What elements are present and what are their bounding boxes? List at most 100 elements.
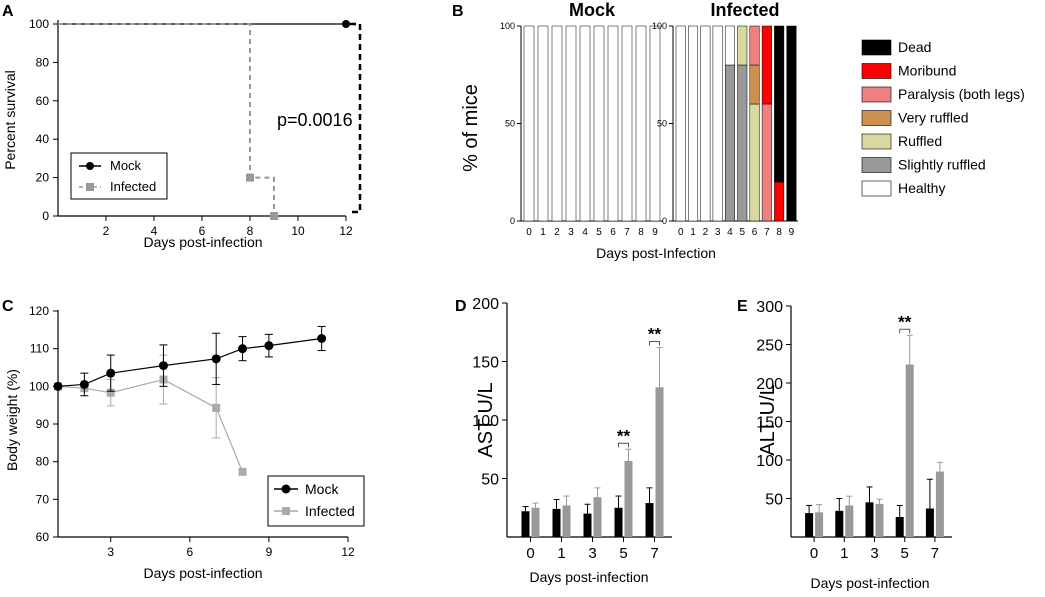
panel-a-xtick-label: 8 — [247, 224, 254, 238]
panel-b-mock-xtick-label: 3 — [568, 227, 574, 238]
panel-d-xtick-label: 1 — [557, 545, 565, 562]
panel-a-series-mock-point — [342, 20, 350, 28]
panel-b-infected-ytick-label: 0 — [662, 216, 667, 226]
panel-a-xtick-label: 2 — [103, 224, 110, 238]
panel-b-infected-xtick-label: 5 — [739, 227, 745, 238]
panel-a-ylabel: Percent survival — [2, 70, 18, 170]
panel-d-ytick-label: 150 — [472, 355, 499, 372]
panel-b-mock-xtick-label: 1 — [540, 227, 546, 238]
panel-a-ytick-label: 20 — [36, 171, 50, 185]
panel-b-infected-bar-segment — [724, 25, 735, 66]
panel-c-series-mock-point — [53, 381, 63, 391]
panel-b-infected-xtick-label: 1 — [690, 227, 696, 238]
panel-a-xtick-label: 10 — [291, 224, 305, 238]
panel-e-significance-bracket — [899, 328, 911, 334]
panel-e-xtick-label: 0 — [810, 545, 818, 562]
panel-b-mock-xtick-label: 6 — [610, 227, 616, 238]
panel-b-infected-bar-segment — [786, 25, 797, 222]
panel-c-xtick-label: 3 — [107, 545, 114, 559]
panel-c-legend-infected-marker — [282, 507, 290, 515]
panel-e-xtick-label: 5 — [901, 545, 909, 562]
panel-d-bar-infected — [593, 497, 602, 537]
panel-b-mock-bar-segment — [565, 25, 577, 222]
panel-c-ytick-label: 110 — [30, 342, 49, 356]
panel-c-legend-mock-label: Mock — [305, 481, 339, 497]
panel-c-series-mock-point — [79, 379, 89, 389]
panel-c-ytick-label: 60 — [36, 530, 50, 544]
panel-b-infected-xtick-label: 6 — [752, 227, 758, 238]
panel-c-series-infected-point — [238, 467, 247, 476]
panel-c-xticks: 3 6 9 12 — [107, 537, 355, 559]
panel-b-legend-label: Slightly ruffled — [898, 157, 986, 173]
panel-a-ytick-label: 80 — [36, 55, 50, 69]
panel-c-series-mock-point — [106, 368, 116, 378]
panel-b-infected-bar-segment — [712, 25, 723, 222]
panel-d-significance-bracket — [618, 442, 629, 448]
panel-c-series — [53, 325, 327, 476]
panel-e-bar-mock — [805, 513, 814, 537]
panel-b-infected-bar-segment — [737, 25, 748, 66]
panel-b-infected-xtick-label: 4 — [727, 227, 733, 238]
panel-e-ylabel: ALT U/L — [757, 384, 779, 456]
panel-a-legend-mock-marker — [86, 162, 94, 170]
panel-a-legend-infected-marker — [86, 183, 94, 191]
panel-c-ytick-label: 90 — [36, 417, 50, 431]
panel-c-xtick-label: 6 — [186, 545, 193, 559]
panel-e-ytick-label: 100 — [756, 453, 783, 470]
panel-a-series-infected-point — [270, 212, 278, 220]
panel-c-xtick-label: 9 — [266, 545, 273, 559]
panel-d-xtick-label: 7 — [650, 545, 658, 562]
panel-b-mock-xtick-label: 8 — [638, 227, 644, 238]
panel-b-label: B — [452, 3, 464, 20]
panel-e-plot: 50 100 150 200 250 300 0 1 3 5 ** 7 — [756, 299, 952, 562]
panel-b-mock-ytick-label: 0 — [510, 216, 515, 226]
panel-c-xtick-label: 12 — [341, 545, 355, 559]
panel-b-mock-xtick-label: 2 — [554, 227, 560, 238]
panel-b-mock-xtick-label: 0 — [526, 227, 532, 238]
panel-a-pvalue: p=0.0016 — [277, 110, 353, 130]
panel-b-legend-label: Ruffled — [898, 133, 942, 149]
panel-b-legend-swatch — [861, 133, 892, 150]
panel-b-group-mock: Mock — [569, 0, 616, 20]
panel-b-mock-bar-segment — [537, 25, 549, 222]
panel-b-legend-label: Very ruffled — [898, 110, 969, 126]
panel-c-legend-infected-label: Infected — [305, 503, 355, 519]
panel-b-infected-bar-segment — [724, 64, 735, 222]
panel-c-ylabel: Body weight (%) — [4, 369, 20, 471]
panel-b-legend-swatch — [861, 110, 892, 126]
panel-d-bar-mock — [614, 507, 623, 537]
panel-c-label: C — [2, 298, 14, 315]
panel-d-significance-bracket — [649, 340, 660, 346]
panel-e-ytick-label: 250 — [756, 338, 783, 355]
panel-e-ytick-label: 300 — [756, 299, 783, 316]
panel-b: B % of mice Days post-Infection Mock Inf… — [452, 0, 1025, 261]
panel-d-bar-mock — [521, 511, 530, 537]
panel-e-bar-infected — [935, 471, 944, 537]
panel-d-plot: 50 100 150 200 0 1 3 5 ** 7 ** — [472, 296, 672, 562]
panel-e-significance-marker: ** — [898, 312, 912, 331]
panel-b-infected-xtick-label: 9 — [789, 227, 795, 238]
panel-a-xticks: 2 4 6 8 10 12 — [103, 216, 353, 238]
panel-d-xtick-label: 0 — [526, 545, 534, 562]
panel-b-infected-bar-segment — [749, 25, 760, 66]
panel-b-legend-label: Paralysis (both legs) — [898, 86, 1025, 102]
panel-b-mock-bar-segment — [579, 25, 591, 222]
panel-d-ytick-label: 100 — [472, 413, 499, 430]
panel-b-legend-swatch — [861, 39, 892, 56]
panel-b-infected-xtick-label: 2 — [703, 227, 709, 238]
panel-b-mock-bar-segment — [551, 25, 563, 222]
panel-d-significance-marker: ** — [617, 426, 631, 445]
panel-b-infected-xtick-label: 8 — [776, 227, 782, 238]
panel-c-ytick-label: 120 — [29, 304, 49, 318]
panel-a: A Percent survival Days post-infection 0… — [2, 3, 362, 250]
panel-b-ylabel: % of mice — [460, 84, 482, 172]
panel-e-bar-mock — [865, 502, 874, 537]
panel-e-bar-mock — [895, 516, 904, 537]
panel-a-yticks: 0 20 40 60 80 100 — [29, 17, 58, 223]
panel-e-ytick-label: 200 — [756, 376, 783, 393]
panel-e-ytick-label: 50 — [765, 492, 783, 509]
panel-e-bar-mock — [835, 510, 844, 537]
panel-d-label: D — [455, 298, 467, 315]
panel-e-bar-infected — [875, 503, 884, 537]
